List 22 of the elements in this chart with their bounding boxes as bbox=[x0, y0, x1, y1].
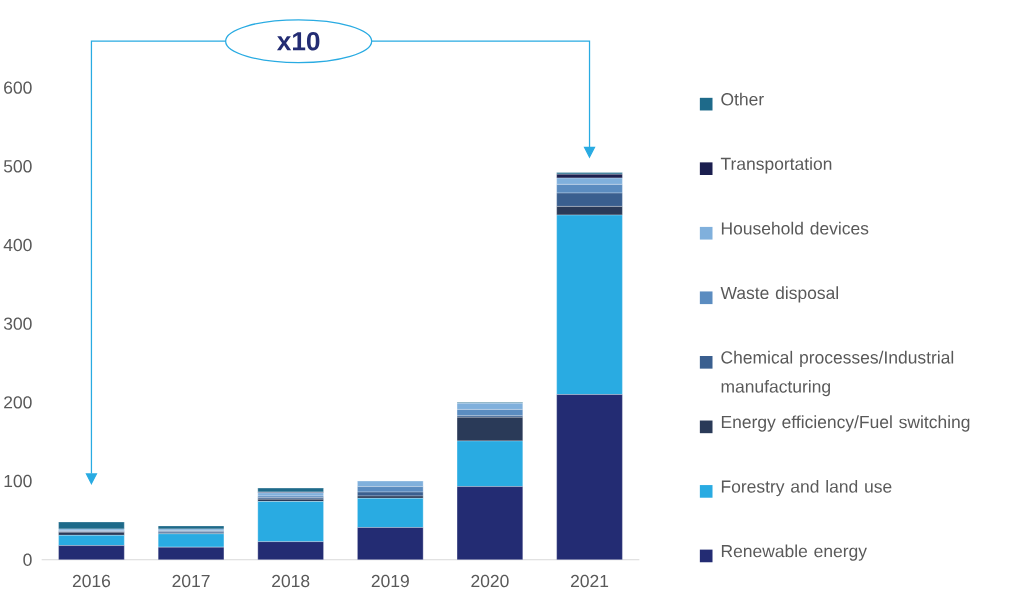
legend-label: Chemical processes/Industrial manufacturing bbox=[721, 350, 954, 397]
x-tick-label: 2017 bbox=[172, 574, 210, 588]
y-tick-label: 200 bbox=[4, 396, 32, 409]
x-tick-label: 2020 bbox=[471, 574, 509, 588]
y-tick-label: 500 bbox=[3, 160, 32, 173]
legend-label: Waste disposal bbox=[720, 286, 838, 303]
y-tick-label: 400 bbox=[3, 238, 32, 252]
text: x10 bbox=[276, 32, 320, 51]
y-tick-label: 600 bbox=[4, 81, 32, 94]
legend-label: Transportation bbox=[720, 157, 832, 174]
legend-label: Forestry and land use bbox=[721, 480, 892, 497]
y-tick-label: 100 bbox=[4, 475, 32, 488]
legend-label: Household devices bbox=[721, 221, 869, 235]
legend-label: Other bbox=[721, 92, 764, 106]
y-tick-label: 300 bbox=[3, 317, 32, 330]
x-tick-label: 2018 bbox=[272, 574, 310, 588]
x-tick-label: 2016 bbox=[72, 574, 111, 588]
y-tick-label: 0 bbox=[23, 553, 32, 567]
x-tick-label: 2019 bbox=[371, 574, 409, 588]
x-tick-label: 2021 bbox=[571, 574, 609, 588]
legend-label: Energy efficiency/Fuel switching bbox=[721, 415, 970, 432]
legend-label: Renewable energy bbox=[721, 544, 867, 561]
